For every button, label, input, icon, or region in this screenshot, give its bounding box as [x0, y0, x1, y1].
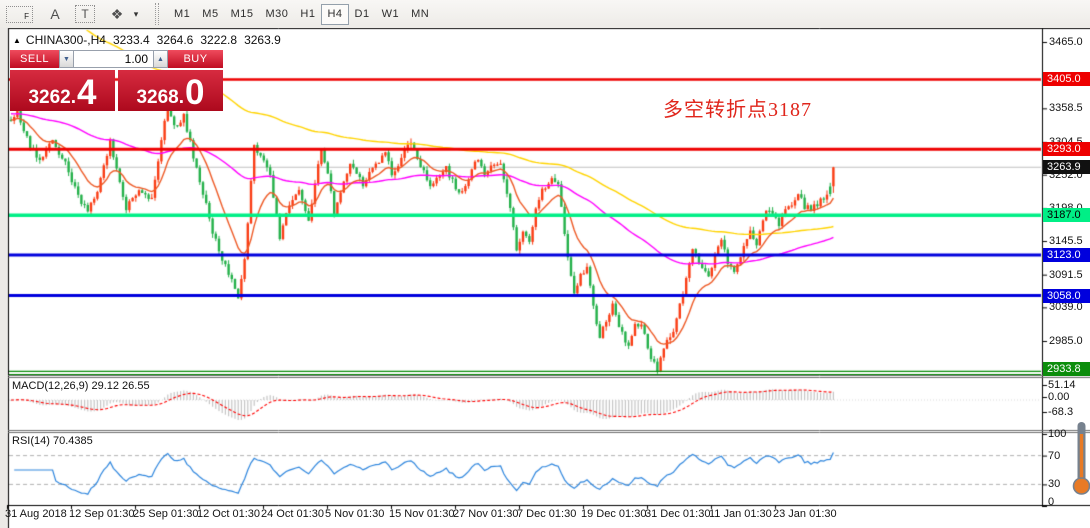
- rsi-axis-tick: 30: [1048, 478, 1061, 490]
- level-price-badge: 2933.8: [1043, 362, 1090, 376]
- level-price-badge: 3405.0: [1043, 72, 1090, 86]
- timeframe-button-h1[interactable]: H1: [294, 4, 321, 25]
- thermometer-icon: [1072, 422, 1090, 495]
- date-axis-label: 11 Jan 01:30: [709, 508, 772, 520]
- text-tool-icon[interactable]: T: [75, 5, 95, 23]
- toolbar: F A T ❖ ▾ M1 M5 M15 M30 H1 H4 D1 W1 MN: [0, 0, 1090, 28]
- rsi-axis-tick: 100: [1048, 428, 1067, 440]
- low-value: 3222.8: [200, 33, 238, 47]
- date-axis-label: 12 Oct 01:30: [197, 508, 260, 520]
- shapes-tool-icon[interactable]: ❖: [110, 5, 124, 22]
- volume-increase-button[interactable]: ▲: [153, 50, 168, 68]
- macd-axis-tick: -68.3: [1048, 406, 1074, 418]
- symbol-label: CHINA300-,H4: [25, 33, 106, 47]
- level-price-badge: 3058.0: [1043, 289, 1090, 303]
- decimal-point: .: [70, 87, 77, 108]
- level-price-badge: 3187.0: [1043, 208, 1090, 222]
- date-axis-label: 31 Dec 01:30: [645, 508, 711, 520]
- date-axis-label: 12 Sep 01:30: [69, 508, 135, 520]
- price-axis-tick: 2985.0: [1049, 335, 1083, 347]
- macd-axis-tick: 51.14: [1048, 379, 1076, 391]
- text-label-tool-icon[interactable]: A: [50, 6, 60, 22]
- date-axis-label: 24 Oct 01:30: [261, 508, 324, 520]
- price-axis-tick: 3465.0: [1049, 36, 1083, 48]
- buy-price-frac: 0: [185, 73, 205, 112]
- rsi-axis-tick: 70: [1048, 450, 1061, 462]
- timeframe-button-h4[interactable]: H4: [321, 3, 349, 25]
- timeframe-button-m15[interactable]: M15: [225, 4, 260, 25]
- price-axis-tick: 3091.5: [1049, 269, 1083, 281]
- date-axis-label: 23 Jan 01:30: [773, 508, 837, 520]
- buy-button[interactable]: BUY: [168, 50, 223, 68]
- sell-button[interactable]: SELL: [10, 50, 59, 68]
- rsi-label: RSI(14) 70.4385: [12, 435, 93, 447]
- chart-ohlc-header: ▲ CHINA300-,H4 3233.4 3264.6 3222.8 3263…: [13, 33, 288, 47]
- date-axis-label: 31 Aug 2018: [5, 508, 67, 520]
- collapse-icon[interactable]: ▲: [13, 35, 21, 45]
- close-value: 3263.9: [244, 33, 281, 47]
- one-click-trade-panel: SELL ▼ ▲ BUY 3262 . 4 3268 . 0: [10, 50, 223, 111]
- decimal-point: .: [178, 87, 185, 108]
- macd-axis-tick: 0.00: [1048, 391, 1070, 403]
- fibonacci-tool-icon[interactable]: F: [6, 5, 33, 23]
- price-axis-tick: 3358.5: [1049, 102, 1083, 114]
- level-price-badge: 3293.0: [1043, 142, 1090, 156]
- sell-price-frac: 4: [77, 73, 97, 112]
- timeframe-button-m1[interactable]: M1: [168, 4, 196, 25]
- date-axis-label: 7 Dec 01:30: [517, 508, 577, 520]
- open-value: 3233.4: [112, 33, 150, 47]
- timeframe-button-w1[interactable]: W1: [376, 4, 406, 25]
- timeframe-button-m5[interactable]: M5: [196, 4, 224, 25]
- date-axis-label: 27 Nov 01:30: [453, 508, 519, 520]
- current-price-badge: 3263.9: [1043, 160, 1090, 174]
- toolbar-separator: [155, 3, 159, 25]
- sell-price-int: 3262: [28, 87, 71, 108]
- date-axis-label: 5 Nov 01:30: [325, 508, 385, 520]
- timeframe-button-mn[interactable]: MN: [405, 4, 435, 25]
- buy-price-int: 3268: [136, 87, 179, 108]
- price-axis-tick: 3039.0: [1049, 301, 1083, 313]
- date-axis-label: 15 Nov 01:30: [389, 508, 455, 520]
- chart-annotation: 多空转折点3187: [663, 99, 812, 121]
- sell-price-panel[interactable]: 3262 . 4: [10, 70, 115, 111]
- macd-label: MACD(12,26,9) 29.12 26.55: [12, 380, 150, 392]
- shapes-dropdown-icon[interactable]: ▾: [133, 8, 139, 19]
- buy-price-panel[interactable]: 3268 . 0: [118, 70, 223, 111]
- timeframe-button-m30[interactable]: M30: [259, 4, 294, 25]
- rsi-axis-tick: 0: [1048, 496, 1055, 508]
- volume-input[interactable]: [74, 50, 153, 68]
- price-axis-tick: 3145.5: [1049, 235, 1083, 247]
- high-value: 3264.6: [156, 33, 194, 47]
- date-axis-label: 25 Sep 01:30: [133, 508, 199, 520]
- level-price-badge: 3123.0: [1043, 248, 1090, 262]
- date-axis-label: 19 Dec 01:30: [581, 508, 647, 520]
- timeframe-button-d1[interactable]: D1: [349, 4, 376, 25]
- volume-decrease-button[interactable]: ▼: [59, 50, 74, 68]
